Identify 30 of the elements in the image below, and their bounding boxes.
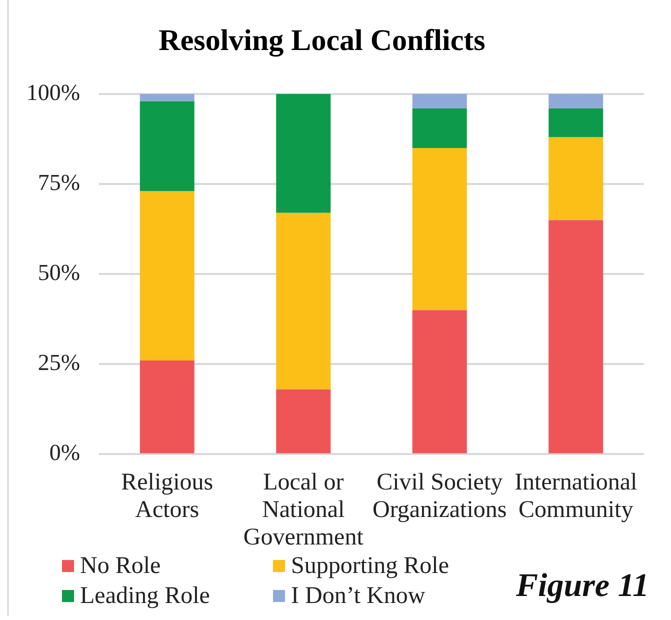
caption: Figure 11 — [516, 568, 649, 605]
y-tick-label: 50% — [38, 260, 80, 286]
x-tick-label: Civil Society Organizations — [372, 469, 507, 523]
legend-label: Supporting Role — [291, 552, 450, 580]
bar — [140, 191, 194, 361]
y-tick-label: 0% — [49, 440, 80, 466]
y-tick-label: 75% — [38, 170, 80, 196]
x-tick-label: Local or National Government — [243, 469, 364, 550]
bar — [276, 94, 331, 213]
bar — [140, 360, 194, 454]
bar — [276, 389, 331, 454]
x-tick-label: Religious Actors — [121, 469, 214, 523]
legend-label: Leading Role — [80, 582, 210, 610]
legend-label: I Don’t Know — [291, 582, 426, 610]
chart-title: Resolving Local Conflicts — [158, 24, 486, 57]
bar — [548, 220, 604, 454]
bar — [548, 94, 604, 108]
legend-label: No Role — [80, 552, 161, 580]
y-tick-label: 25% — [38, 350, 80, 376]
bar — [276, 212, 331, 390]
bar — [412, 310, 467, 454]
bar — [412, 108, 467, 148]
bar — [548, 137, 604, 220]
y-tick-label: 100% — [26, 80, 80, 106]
bar — [140, 94, 194, 102]
bar — [140, 101, 194, 192]
bar — [412, 148, 467, 310]
bar — [412, 94, 467, 108]
x-tick-label: International Community — [514, 469, 638, 523]
bar — [548, 108, 604, 138]
